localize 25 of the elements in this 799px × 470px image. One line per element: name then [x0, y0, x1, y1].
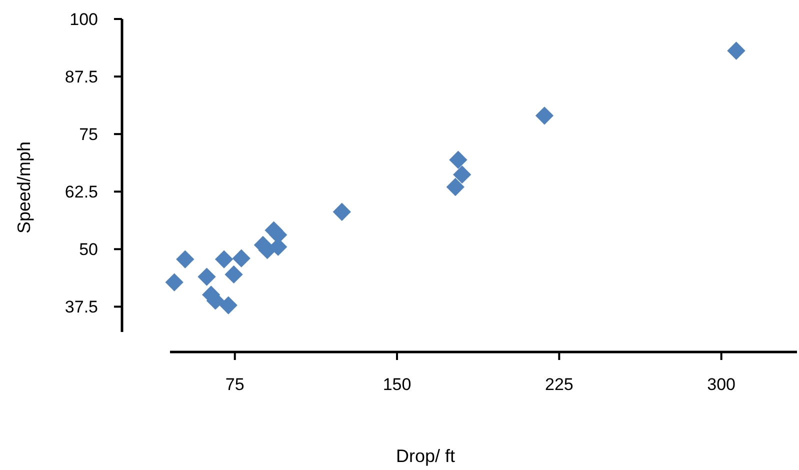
x-tick-label: 75	[225, 375, 244, 394]
x-tick-label: 150	[382, 375, 412, 394]
point	[224, 265, 243, 284]
point	[219, 296, 238, 314]
point	[727, 42, 746, 60]
point	[214, 250, 234, 268]
x-tick-label: 300	[707, 375, 736, 394]
x-tick-label: 225	[544, 375, 574, 394]
point	[449, 150, 468, 169]
y-tick-label: 75	[79, 125, 98, 144]
y-tick-label: 50	[79, 240, 98, 260]
y-axis-title: Speed/mph	[14, 141, 34, 234]
y-tick-label: 100	[70, 10, 98, 29]
point	[165, 273, 184, 292]
x-axis-title: Drop/ ft	[396, 446, 456, 466]
point	[232, 249, 250, 268]
point	[453, 166, 472, 184]
point	[198, 268, 216, 286]
y-tick-label: 62.5	[64, 182, 98, 202]
y-tick-label: 87.5	[64, 67, 98, 86]
y-tick-label: 37.5	[64, 298, 98, 317]
point	[446, 178, 464, 196]
point	[176, 250, 194, 268]
point	[332, 202, 351, 221]
point	[535, 106, 554, 125]
